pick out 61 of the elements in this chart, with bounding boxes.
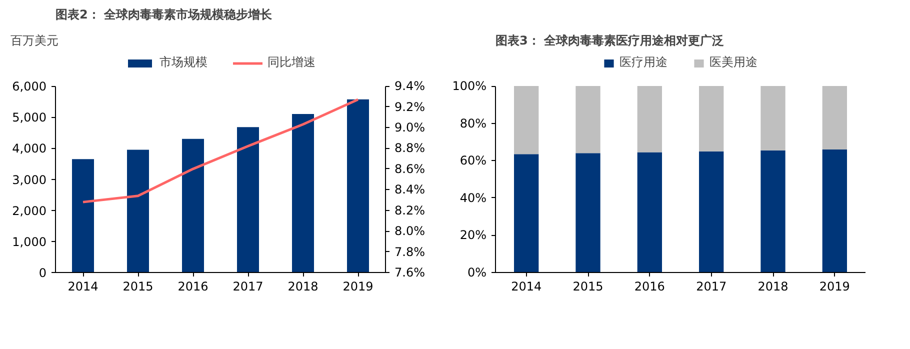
chart-title: 图表3： 全球肉毒毒素医疗用途相对更广泛 [496,34,724,48]
x-tick-label: 2019 [819,280,850,294]
x-tick-label: 2017 [232,280,264,294]
bar [347,99,369,272]
bar [182,138,204,272]
bar [292,114,314,272]
y-tick-label: 0 [38,266,47,280]
y-tick-label: 3,000 [12,172,47,187]
y-tick-label: 1,000 [12,234,47,249]
y2-tick-label: 9.0% [394,120,425,134]
bar [576,86,600,154]
legend-label: 医美用途 [710,54,758,71]
y-tick-label: 40% [460,190,486,205]
y-tick-label: 2,000 [12,204,47,218]
x-tick-label: 2015 [572,280,604,294]
bar [637,152,662,272]
y2-tick-label: 8.0% [394,224,425,238]
legend-label: 同比增速 [268,54,316,71]
y2-tick-label: 8.8% [394,141,425,156]
bar [72,159,94,272]
x-tick-label: 2018 [288,280,318,294]
bar [637,86,662,152]
bar [760,150,786,272]
y2-tick-label: 7.8% [394,244,425,259]
y-tick-label: 6,000 [12,80,47,94]
y2-tick-label: 7.6% [394,266,425,280]
y-tick-label: 80% [460,116,486,130]
y-tick-label: 100% [452,79,487,94]
bar [514,154,539,272]
y-tick-label: 0% [467,266,487,280]
bar [699,151,724,272]
y-tick-label: 20% [460,228,486,242]
chart-title: 图表2： 全球肉毒毒素市场规模稳步增长 [56,8,274,22]
x-tick-label: 2019 [342,280,374,294]
bar [699,86,724,152]
x-tick-label: 2014 [511,280,542,294]
y2-tick-label: 9.4% [394,79,425,94]
y-tick-label: 60% [460,154,486,168]
bar [514,86,539,154]
y2-tick-label: 8.6% [394,162,425,176]
y-axis-title: 百万美元 [10,34,58,48]
x-tick-label: 2016 [178,280,208,294]
bar [822,86,847,150]
x-tick-label: 2016 [634,280,665,294]
legend-label: 医疗用途 [620,54,668,71]
y-tick-label: 5,000 [12,110,47,125]
x-tick-label: 2018 [758,280,788,294]
line-series [82,98,360,204]
legend-label: 市场规模 [160,54,208,71]
x-tick-label: 2015 [122,280,154,294]
y-tick-label: 4,000 [12,142,47,156]
bar [127,150,149,272]
x-tick-label: 2017 [696,280,727,294]
bar [822,149,847,272]
y2-tick-label: 8.2% [394,203,425,218]
x-tick-label: 2014 [68,280,98,294]
bar [576,153,600,272]
y2-tick-label: 9.2% [394,100,425,114]
bar [237,127,259,272]
y2-tick-label: 8.4% [394,182,425,197]
bar [760,86,786,150]
